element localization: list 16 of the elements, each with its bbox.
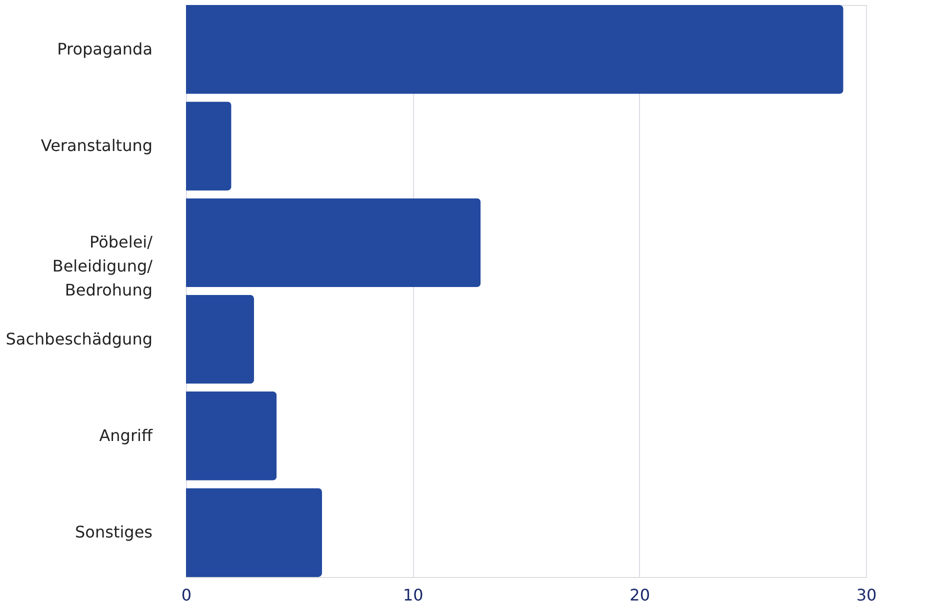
y-tick-label: Pöbelei/ Beleidigung/ Bedrohung	[52, 232, 154, 300]
x-tick-label: 10	[402, 586, 424, 604]
bar	[186, 102, 232, 191]
y-tick-label: Sachbeschädgung	[6, 329, 152, 348]
y-tick-label: Veranstaltung	[40, 136, 152, 156]
bar	[186, 294, 254, 384]
y-tick-label: Sonstiges	[75, 522, 152, 542]
bar	[186, 488, 322, 577]
bar	[186, 391, 277, 480]
y-tick-label: Propaganda	[57, 39, 152, 58]
x-tick-label: 20	[630, 586, 650, 604]
x-tick-label: 30	[856, 586, 877, 604]
x-tick-label: 0	[181, 586, 192, 604]
y-tick-label: Angriff	[99, 426, 154, 445]
bar	[186, 198, 481, 288]
bar	[186, 5, 844, 94]
